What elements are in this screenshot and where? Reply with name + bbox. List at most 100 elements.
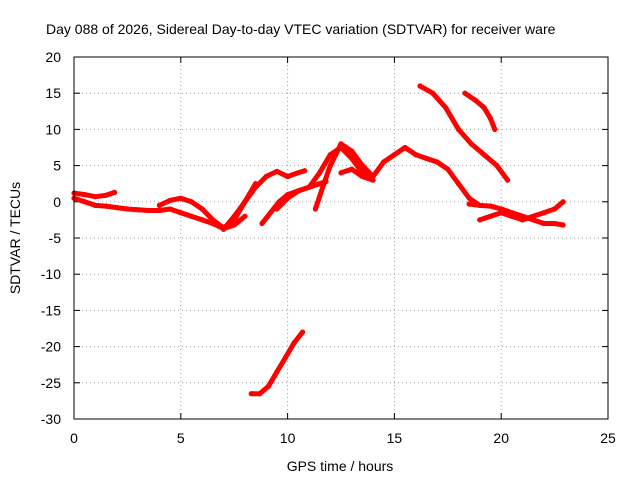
- data-point: [391, 152, 397, 158]
- data-point: [242, 199, 248, 205]
- data-point: [477, 217, 483, 223]
- y-axis-title: SDTVAR / TECUs: [7, 182, 23, 294]
- data-point: [199, 217, 205, 223]
- y-tick-label: 10: [45, 121, 61, 137]
- data-point: [112, 189, 118, 195]
- data-point: [349, 166, 355, 172]
- data-point: [274, 206, 280, 212]
- data-point: [541, 220, 547, 227]
- data-point: [443, 105, 449, 111]
- data-point: [242, 213, 248, 219]
- data-point: [146, 207, 152, 214]
- y-tick-label: 5: [53, 158, 61, 174]
- y-tick-label: -20: [41, 339, 61, 355]
- data-point: [317, 170, 323, 176]
- data-point: [481, 105, 487, 111]
- data-point: [473, 97, 479, 103]
- data-point: [178, 210, 184, 216]
- data-point: [462, 90, 468, 96]
- x-tick-label: 10: [280, 430, 296, 446]
- data-point: [167, 197, 173, 203]
- data-point: [321, 181, 327, 187]
- data-point: [349, 148, 355, 154]
- series-track-11: [466, 201, 566, 228]
- data-point: [505, 177, 511, 183]
- data-point: [423, 155, 429, 161]
- data-point: [103, 203, 109, 209]
- data-point: [327, 163, 333, 169]
- data-point: [274, 168, 280, 174]
- data-point: [291, 340, 297, 346]
- data-point: [413, 152, 419, 158]
- series-track-4: [220, 168, 308, 232]
- data-point: [253, 184, 259, 190]
- series-track-9: [417, 83, 511, 183]
- y-tick-label: 20: [45, 49, 61, 65]
- data-point: [178, 195, 184, 201]
- data-point: [267, 210, 274, 216]
- series-track-7: [312, 141, 376, 212]
- data-point: [541, 210, 547, 216]
- y-tick-label: -25: [41, 375, 61, 391]
- data-point: [455, 181, 462, 187]
- data-point: [257, 391, 263, 397]
- data-point: [156, 202, 162, 208]
- data-point: [520, 217, 526, 223]
- data-point: [114, 205, 120, 211]
- data-point: [92, 194, 98, 200]
- x-tick-label: 5: [177, 430, 185, 446]
- data-point: [430, 90, 436, 96]
- data-point: [359, 163, 365, 169]
- y-tick-label: -15: [41, 302, 61, 318]
- data-point: [282, 354, 289, 361]
- y-tick-label: -30: [41, 411, 61, 427]
- data-point: [188, 213, 195, 219]
- data-point: [468, 141, 474, 147]
- data-point: [312, 206, 318, 212]
- data-point: [263, 173, 269, 180]
- data-point: [295, 188, 301, 194]
- data-point: [302, 168, 308, 174]
- data-point: [402, 144, 408, 151]
- data-point: [92, 202, 98, 208]
- data-point: [560, 199, 566, 205]
- y-tick-label: 0: [53, 194, 61, 210]
- data-point: [487, 203, 494, 209]
- data-point: [210, 217, 216, 223]
- chart-title: Day 088 of 2026, Sidereal Day-to-day VTE…: [46, 21, 556, 37]
- x-tick-label: 15: [387, 430, 403, 446]
- data-point: [124, 206, 130, 212]
- data-point: [188, 199, 195, 205]
- data-point: [300, 329, 306, 335]
- data-point: [199, 206, 205, 212]
- data-point: [498, 206, 504, 212]
- series-track-12: [477, 199, 566, 223]
- axis-ticks: [73, 56, 609, 420]
- data-point: [295, 170, 301, 176]
- data-point: [552, 206, 558, 212]
- series-line: [338, 166, 376, 183]
- x-tick-label: 25: [600, 430, 616, 446]
- x-tick-label: 20: [493, 430, 509, 446]
- series-line: [259, 145, 483, 226]
- y-tick-label: -5: [49, 230, 62, 246]
- data-point: [487, 115, 494, 122]
- data-point: [381, 159, 387, 165]
- data-point: [477, 202, 483, 208]
- x-axis-title: GPS time / hours: [287, 458, 394, 474]
- data-point: [259, 220, 265, 227]
- data-point: [498, 210, 504, 216]
- series-line: [417, 83, 511, 183]
- data-point: [265, 383, 271, 389]
- series-track-5: [259, 144, 483, 227]
- data-point: [560, 222, 566, 228]
- series-track-8: [338, 166, 376, 183]
- tick-labels: 0 5 10 15 20 25 -30 -25 -20 -15 -10 -5 0 5 10 15 20: [41, 49, 616, 446]
- data-point: [220, 226, 227, 232]
- series-track-13: [248, 329, 306, 397]
- data-point: [338, 141, 344, 147]
- data-point: [285, 195, 291, 201]
- data-point: [434, 159, 440, 165]
- data-point: [82, 199, 88, 205]
- data-point: [82, 192, 88, 198]
